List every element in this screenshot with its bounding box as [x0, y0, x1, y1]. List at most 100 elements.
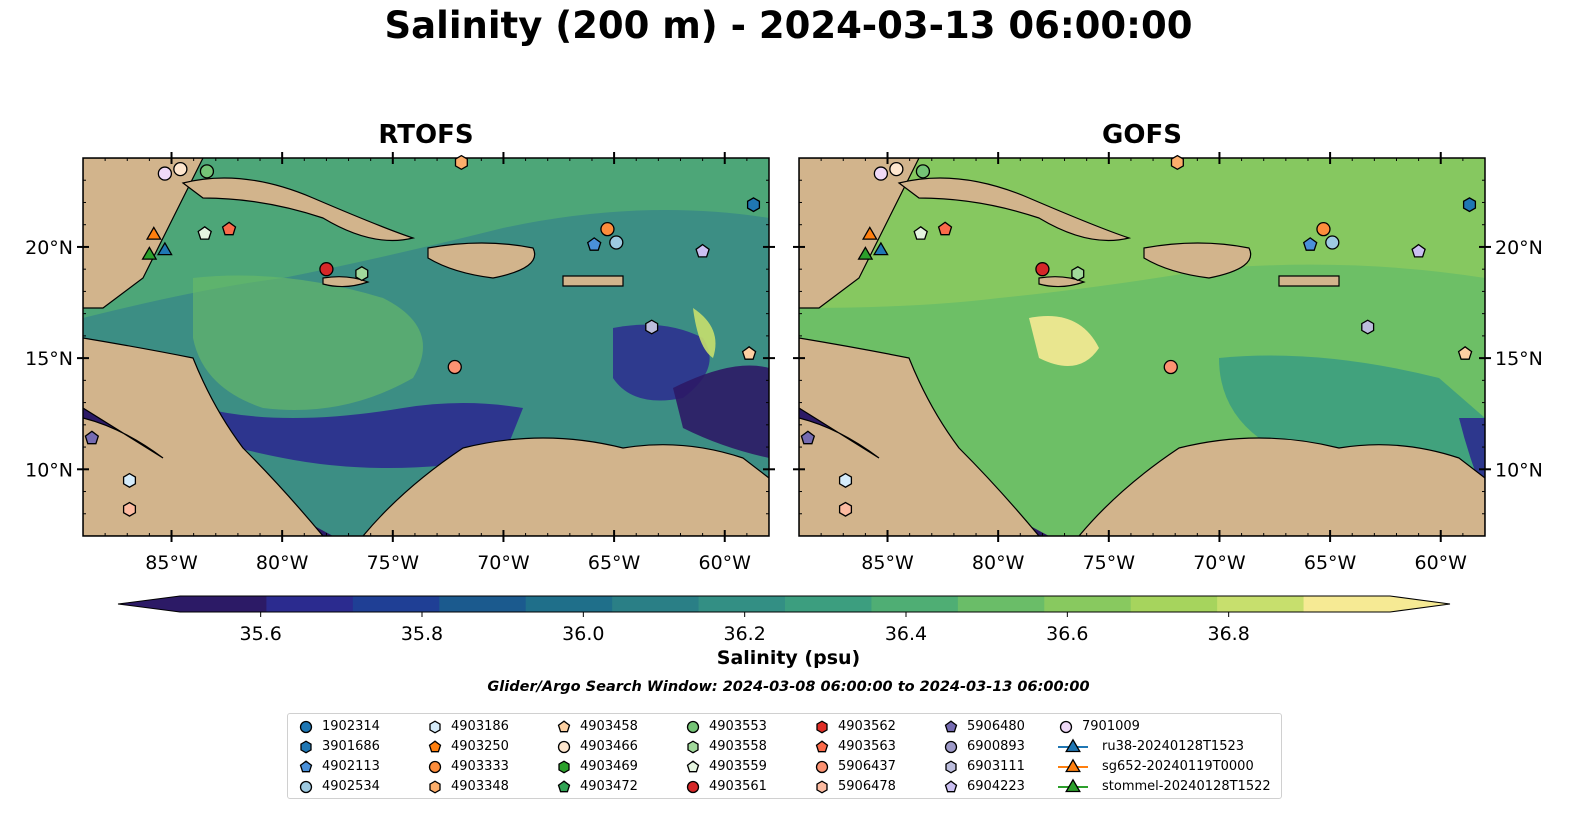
legend-marker [686, 760, 700, 773]
colorbar: 35.6 35.8 36.0 36.2 36.4 36.6 36.8 [117, 595, 1451, 645]
legend-marker [944, 780, 958, 793]
platform-marker-4903558 [355, 266, 369, 282]
platform-marker-4903561 [1035, 262, 1050, 277]
legend-symbol [686, 780, 700, 794]
platform-marker-4903466 [889, 161, 904, 177]
legend-marker [687, 740, 699, 754]
colorbar-tick-label: 36.2 [724, 623, 766, 645]
legend-marker [558, 760, 570, 774]
legend-marker [1058, 778, 1088, 793]
legend-symbol [300, 740, 312, 754]
legend-symbol [815, 760, 829, 774]
legend-symbol [557, 720, 571, 733]
legend-symbol [557, 780, 571, 793]
colorbar-segment [1303, 596, 1391, 612]
colorbar-segment [1217, 596, 1305, 612]
legend-symbol [299, 780, 313, 794]
platform-marker-5906480 [84, 430, 100, 445]
legend-label: 4902113 [322, 759, 380, 774]
legend-label: 5906480 [967, 719, 1025, 734]
platform-marker-4903333 [1316, 222, 1331, 237]
platform-marker-3901686 [1462, 197, 1477, 213]
legend-symbol [299, 720, 313, 734]
legend-label: ru38-20240128T1523 [1102, 739, 1245, 754]
colorbar-segment [871, 596, 959, 612]
legend-symbol [686, 720, 700, 734]
legend-marker [299, 760, 313, 773]
legend-symbol [686, 760, 700, 773]
platform-marker-4902113 [586, 237, 602, 251]
legend-label: 4903562 [838, 719, 896, 734]
legend-label: 4903466 [580, 739, 638, 754]
legend-label: 4902534 [322, 779, 380, 794]
legend-symbol [1059, 720, 1073, 734]
legend-symbol [816, 780, 828, 794]
legend-symbol [429, 720, 441, 734]
legend-marker [428, 760, 442, 774]
colorbar-extend-high [1390, 596, 1450, 612]
legend-label: 5906478 [838, 779, 896, 794]
lon-tick-label: 75°W [367, 552, 420, 574]
legend-marker [945, 760, 957, 774]
colorbar-segment [266, 596, 354, 612]
legend-marker [300, 740, 312, 754]
legend-marker [1059, 720, 1073, 734]
legend-label: 6900893 [967, 739, 1025, 754]
legend-marker [429, 780, 441, 794]
colorbar-tick-label: 36.0 [562, 623, 604, 645]
panel-title-gofs: GOFS [1102, 120, 1182, 150]
lon-tick-label: 85°W [861, 552, 914, 574]
platform-marker-4903553 [915, 164, 931, 179]
platform-marker-4903559 [913, 225, 928, 240]
platform-marker-4902534 [1325, 235, 1340, 250]
lon-tick-label: 70°W [477, 552, 530, 574]
platform-marker-6904223 [1411, 243, 1426, 258]
lon-tick-label: 75°W [1083, 552, 1136, 574]
lon-tick-label: 80°W [972, 552, 1025, 574]
platform-marker-6904223 [695, 243, 710, 258]
platform-marker-4903458 [741, 345, 757, 360]
platform-marker-ru38-20240128T1523 [156, 241, 173, 256]
legend-symbol [1065, 758, 1081, 773]
legend-label: 4903469 [580, 759, 638, 774]
platform-marker-5906478 [838, 501, 853, 517]
legend-marker [557, 740, 571, 754]
legend-label: 4903561 [709, 779, 767, 794]
colorbar-segment [612, 596, 700, 612]
lat-tick-label: 10°N [1495, 459, 1543, 481]
lon-tick-label: 65°W [1304, 552, 1357, 574]
platform-marker-4903563 [937, 221, 953, 236]
figure-title: Salinity (200 m) - 2024-03-13 06:00:00 [384, 4, 1193, 47]
legend-marker [816, 780, 828, 794]
legend-symbol [944, 780, 958, 793]
legend-label: 3901686 [322, 739, 380, 754]
platform-marker-4903348 [1170, 154, 1184, 171]
colorbar-tick-label: 36.4 [885, 623, 927, 645]
lat-tick-label: 15°N [1495, 348, 1543, 370]
search-window-text: Glider/Argo Search Window: 2024-03-08 06… [487, 679, 1090, 695]
lon-tick-label: 70°W [1193, 552, 1246, 574]
legend-symbol [428, 760, 442, 774]
platform-marker-5906480 [800, 430, 816, 445]
platform-marker-4903458 [1457, 345, 1473, 360]
platform-marker-ru38-20240128T1523 [872, 241, 889, 256]
lon-tick-label: 85°W [145, 552, 198, 574]
legend-marker [686, 720, 700, 734]
platform-marker-stommel-20240128T1522 [857, 246, 874, 260]
legend-marker [428, 740, 442, 753]
panel-title-rtofs: RTOFS [378, 120, 474, 150]
legend-label: 4903250 [451, 739, 509, 754]
colorbar-label: Salinity (psu) [716, 647, 861, 669]
colorbar-segment [180, 596, 268, 612]
platform-marker-4903553 [199, 164, 215, 179]
platform-marker-5906437 [1163, 359, 1178, 375]
legend-marker [557, 720, 571, 733]
legend-label: 7901009 [1082, 719, 1140, 734]
legend-marker [1058, 758, 1088, 773]
legend-label: 4903553 [709, 719, 767, 734]
lat-tick-label: 20°N [25, 237, 73, 259]
platform-marker-7901009 [157, 166, 173, 181]
colorbar-segment [957, 596, 1045, 612]
legend-label: stommel-20240128T1522 [1102, 779, 1271, 794]
legend-marker [686, 780, 700, 794]
